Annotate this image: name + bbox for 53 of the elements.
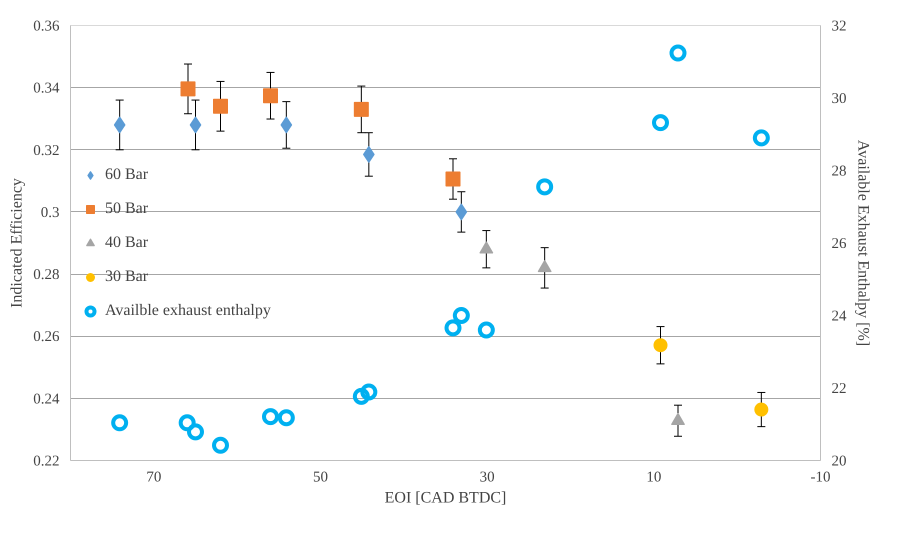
point [446, 171, 460, 186]
point [452, 307, 470, 324]
point [654, 338, 668, 352]
x-tick-label: 10 [646, 470, 662, 486]
x-tick-label: 30 [480, 470, 495, 486]
x-axis-title: EOI [CAD BTDC] [384, 490, 506, 506]
point [538, 260, 552, 272]
point [444, 319, 462, 336]
point [352, 388, 370, 405]
y-tick-label: 0.34 [33, 80, 60, 97]
y-tick-label: 0.22 [33, 454, 60, 470]
point [752, 129, 770, 146]
y2-tick-label: 22 [832, 381, 846, 397]
y2-tick-label: 20 [832, 454, 846, 470]
legend-label: 40 Bar [105, 234, 148, 252]
point [479, 241, 494, 254]
point [262, 408, 279, 426]
legend-label: 30 Bar [105, 268, 148, 286]
point [354, 102, 369, 117]
y-tick-label: 0.24 [33, 391, 60, 408]
point [478, 322, 495, 338]
point [670, 44, 686, 62]
point [536, 178, 554, 196]
y-tick-label: 0.36 [33, 18, 60, 34]
y2-tick-label: 28 [832, 164, 846, 180]
point [652, 114, 669, 132]
y-axis-title: Indicated Efficiency [8, 178, 26, 308]
y2-tick-label: 24 [832, 308, 847, 324]
point [671, 412, 685, 425]
x-tick-label: 50 [313, 470, 328, 486]
point [213, 98, 228, 114]
legend-label: 60 Bar [105, 166, 148, 184]
x-tick-label: 70 [146, 470, 162, 486]
point [187, 423, 204, 440]
legend-label: 50 Bar [105, 200, 148, 218]
point [180, 81, 196, 96]
point [111, 414, 128, 432]
point [263, 88, 278, 104]
point [212, 436, 229, 454]
point [754, 402, 768, 417]
y-tick-label: 0.26 [33, 329, 60, 346]
point [278, 409, 295, 426]
y2-tick-label: 32 [832, 18, 846, 34]
y2-tick-label: 30 [832, 91, 846, 107]
legend-label: Availble exhaust enthalpy [105, 302, 271, 320]
y-tick-label: 0.28 [33, 267, 60, 284]
point [178, 414, 196, 432]
point [360, 384, 378, 400]
y2-axis-title: Available Exhaust Enthalpy [%] [854, 140, 872, 346]
x-tick-label: -10 [810, 470, 830, 486]
y-tick-label: 0.3 [40, 204, 60, 221]
y-tick-label: 0.32 [33, 142, 60, 159]
y2-tick-label: 26 [832, 236, 847, 252]
